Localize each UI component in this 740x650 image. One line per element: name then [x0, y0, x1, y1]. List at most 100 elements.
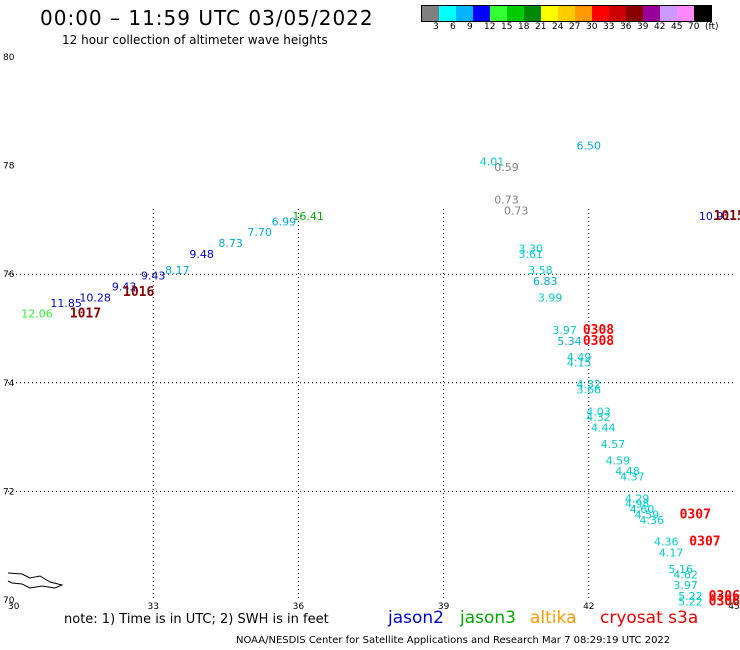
legend-swatch	[524, 6, 541, 21]
station-label: 1016	[123, 285, 154, 300]
legend-label: (ft)	[705, 22, 719, 32]
chart-subtitle: 12 hour collection of altimeter wave hei…	[62, 33, 328, 47]
legend-swatch	[558, 6, 575, 21]
legend-label: 39	[637, 22, 649, 32]
wave-height-label: 4.01	[480, 156, 505, 169]
wave-height-label: 4.62	[673, 568, 698, 581]
wave-height-label: 3.97	[673, 579, 698, 592]
wave-height-label: 5.22	[678, 590, 703, 603]
wave-height-label: 4.44	[591, 422, 616, 435]
legend-label: 33	[603, 22, 615, 32]
coastline-shape	[7, 572, 64, 589]
wave-height-label: 4.48	[615, 465, 640, 478]
legend-swatch	[694, 6, 711, 21]
wave-height-label: 0.59	[494, 161, 519, 174]
wave-height-label: 16.41	[292, 210, 324, 223]
wave-height-label: 4.36	[639, 514, 664, 527]
wave-height-label: 10.91	[699, 210, 731, 223]
x-tick-label: 42	[583, 602, 594, 612]
wave-height-label: 4.17	[659, 547, 684, 560]
wave-height-label: 0.73	[494, 194, 519, 207]
wave-height-label: 3.58	[528, 264, 553, 277]
station-label: 0306	[709, 594, 740, 609]
wave-height-label: 8.73	[218, 237, 243, 250]
wave-height-label: 3.66	[577, 384, 602, 397]
legend-swatch	[439, 6, 456, 21]
x-tick-label: 33	[147, 602, 158, 612]
wave-height-label: 4.59	[635, 509, 660, 522]
mission-jason2: jason2	[388, 608, 444, 628]
station-label: 0308	[583, 323, 614, 338]
color-legend-bar	[421, 5, 712, 22]
wave-height-label: 4.32	[577, 378, 602, 391]
wave-height-label: 4.29	[625, 492, 650, 505]
mission-altika: altika	[530, 608, 577, 628]
wave-height-label: 4.60	[630, 503, 655, 516]
x-tick-label: 39	[438, 602, 450, 612]
wave-height-label: 11.85	[50, 297, 82, 310]
legend-swatch	[626, 6, 643, 21]
wave-height-label: 5.22	[678, 595, 703, 608]
station-label: 0307	[680, 508, 711, 523]
wave-height-label: 9.43	[112, 280, 137, 293]
legend-label: 45	[671, 22, 683, 32]
wave-height-label: 3.61	[518, 248, 543, 261]
wave-height-label: 6.83	[533, 275, 558, 288]
station-label: 0306	[709, 589, 740, 604]
y-tick-label: 76	[3, 270, 15, 280]
wave-height-label: 4.03	[586, 405, 611, 418]
legend-label: 9	[467, 22, 473, 32]
y-tick-label: 72	[3, 487, 14, 497]
mission-cryosat-s3a: cryosat s3a	[600, 608, 699, 628]
legend-swatch	[592, 6, 609, 21]
legend-label: 15	[501, 22, 513, 32]
legend-label: 27	[569, 22, 581, 32]
footer-note: note: 1) Time is in UTC; 2) SWH is in fe…	[64, 612, 329, 627]
wave-height-label: 4.15	[567, 357, 592, 370]
legend-swatch	[541, 6, 558, 21]
legend-swatch	[490, 6, 507, 21]
chart-title: 00:00 – 11:59 UTC 03/05/2022	[40, 6, 374, 30]
legend-label: 30	[586, 22, 598, 32]
wave-height-label: 4.32	[586, 411, 611, 424]
wave-height-label: 8.17	[165, 264, 190, 277]
legend-label: 24	[552, 22, 564, 32]
legend-swatch	[660, 6, 677, 21]
legend-swatch	[422, 6, 439, 21]
wave-height-label: 6.99	[272, 215, 297, 228]
legend-swatch	[473, 6, 490, 21]
y-tick-label: 74	[3, 379, 15, 389]
legend-label: 70	[688, 22, 700, 32]
legend-swatch	[609, 6, 626, 21]
wave-height-label: 3.97	[552, 324, 577, 337]
wave-height-label: 9.48	[189, 248, 214, 261]
wave-height-label: 5.34	[557, 335, 582, 348]
legend-label: 3	[433, 22, 439, 32]
wave-height-label: 4.59	[606, 454, 631, 467]
x-tick-label: 30	[8, 602, 20, 612]
legend-label: 42	[654, 22, 666, 32]
wave-height-label: 12.06	[21, 308, 53, 321]
wave-height-label: 0.73	[504, 204, 529, 217]
footer-credit: NOAA/NESDIS Center for Satellite Applica…	[236, 635, 671, 646]
y-tick-label: 80	[3, 53, 15, 63]
wave-height-label: 6.50	[577, 139, 602, 152]
wave-height-label: 5.16	[669, 563, 694, 576]
legend-swatch	[643, 6, 660, 21]
wave-height-label: 4.37	[620, 471, 645, 484]
y-tick-label: 70	[3, 596, 15, 606]
station-label: 0307	[689, 535, 720, 550]
wave-height-label: 3.30	[518, 242, 543, 255]
legend-label: 36	[620, 22, 632, 32]
wave-height-label: 4.36	[654, 536, 679, 549]
legend-swatch	[575, 6, 592, 21]
x-tick-label: 45	[728, 602, 739, 612]
legend-label: 21	[535, 22, 547, 32]
wave-height-label: 9.43	[141, 270, 166, 283]
wave-height-label: 10.28	[79, 291, 111, 304]
legend-label: 6	[450, 22, 456, 32]
station-label: 1015	[714, 209, 740, 224]
legend-label: 12	[484, 22, 496, 32]
y-tick-label: 78	[3, 162, 15, 172]
